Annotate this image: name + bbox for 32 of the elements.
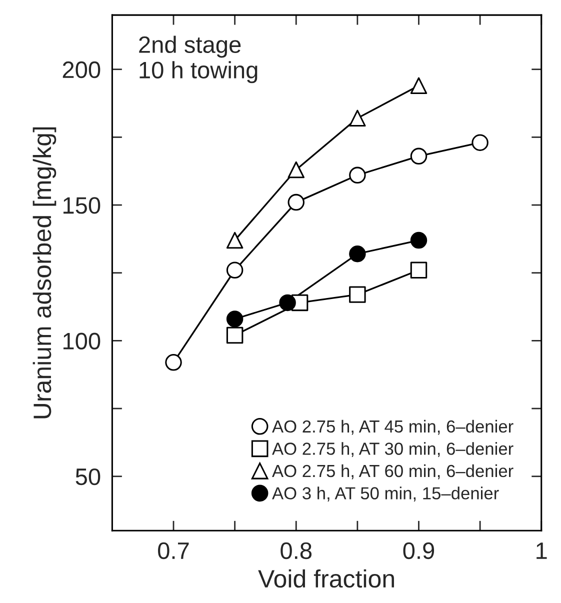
point	[472, 134, 488, 151]
x-tick-label: 1	[536, 542, 547, 559]
point	[410, 232, 428, 249]
x-tick-label: 0.9	[403, 542, 434, 560]
y-tick-label: 200	[62, 61, 100, 78]
point	[226, 310, 244, 328]
point	[226, 326, 244, 344]
legend-label: AO 2.75 h, AT 30 min, 6–denier	[272, 442, 514, 457]
point	[349, 110, 366, 127]
annotation: 2nd stage 10 h towing	[139, 36, 258, 84]
point	[410, 77, 428, 94]
x-axis-title: Void fraction	[258, 569, 394, 588]
y-tick-label: 150	[64, 197, 100, 214]
legend-label: AO 2.75 h, AT 60 min, 6–denier	[272, 464, 514, 480]
x-tick-label: 0.7	[158, 542, 189, 560]
y-axis-title: Uranium adsorbed [mg/kg]	[32, 127, 56, 418]
y-tick-label: 50	[76, 468, 100, 486]
point	[288, 194, 304, 211]
point	[165, 354, 182, 371]
point	[279, 294, 296, 312]
y-tick-label: 100	[64, 332, 100, 350]
point	[410, 148, 428, 165]
point	[226, 262, 244, 279]
point	[349, 166, 366, 184]
point	[226, 232, 244, 249]
legend-label: AO 2.75 h, AT 45 min, 6–denier	[272, 420, 514, 435]
x-tick-label: 0.8	[280, 542, 312, 560]
point	[288, 161, 304, 178]
point	[349, 286, 366, 303]
point	[410, 262, 428, 279]
legend-label: AO 3 h, AT 50 min, 15–denier	[272, 486, 499, 502]
point	[349, 245, 366, 262]
